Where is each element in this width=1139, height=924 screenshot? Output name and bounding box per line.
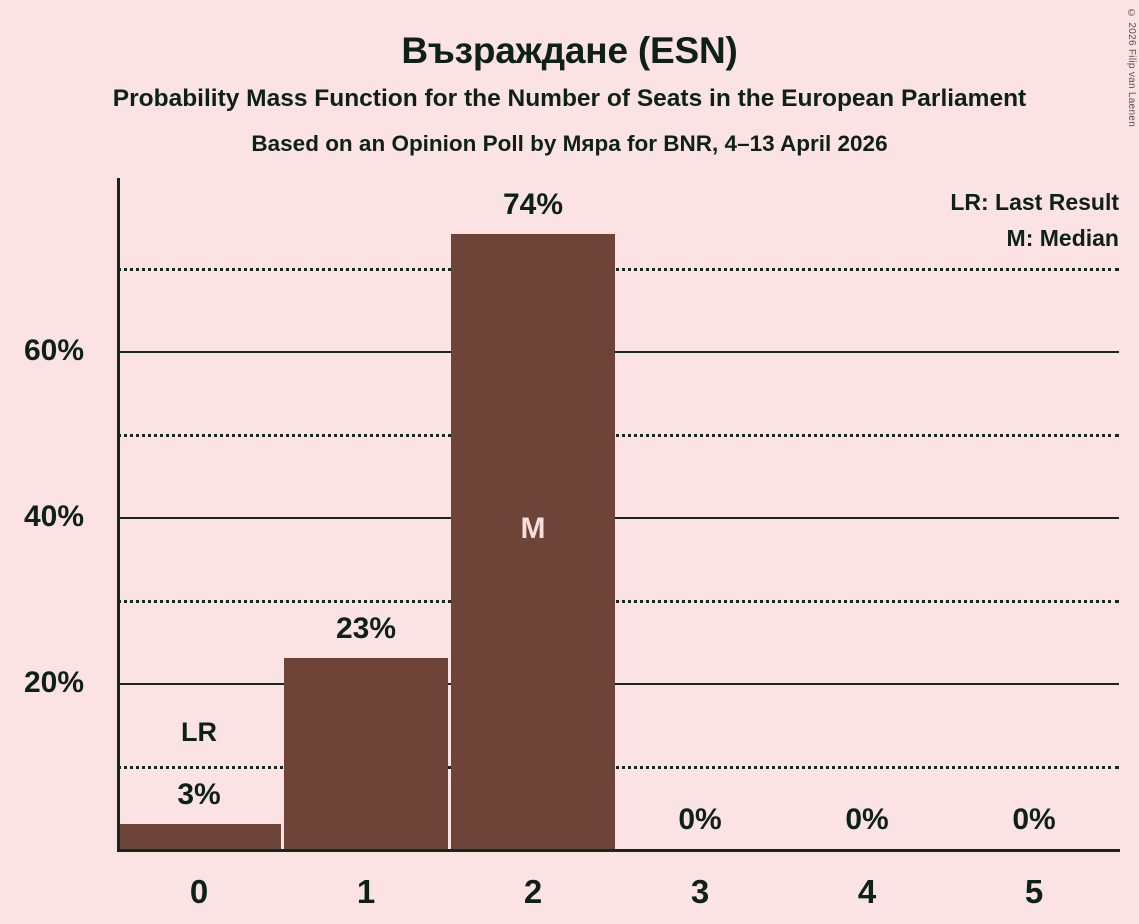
x-axis-tick-label-5: 5 [1024,873,1044,910]
x-axis-tick-label-3: 3 [690,873,710,910]
y-axis-tick-label-20: 20% [23,665,84,699]
gridline-minor-70 [117,267,1119,271]
bar-value-label-1: 23% [335,611,397,645]
copyright-notice: © 2026 Filip van Laenen [1126,8,1137,128]
gridline-minor-30 [117,599,1119,603]
median-marker: M [520,512,546,546]
bar-value-label-2: 74% [502,188,564,222]
bar-value-label-4: 0% [845,803,889,836]
chart-source-line: Based on an Opinion Poll by Мяра for BNR… [251,131,888,156]
bar-seats-1[interactable] [284,658,448,849]
bar-value-label-5: 0% [1012,803,1056,836]
gridline-minor-50 [117,433,1119,437]
y-axis-tick-label-60: 60% [23,333,84,367]
legend-item-last-result: LR: Last Result [950,189,1119,215]
legend-item-median: M: Median [1006,225,1119,251]
chart-header: Възраждане (ESN) Probability Mass Functi… [0,0,1139,159]
gridline-minor-10 [117,765,1119,769]
bar-value-label-0: 3% [177,778,221,812]
bar-value-label-3: 0% [678,803,722,836]
gridline-major-40 [117,516,1119,519]
y-axis-tick-label-40: 40% [23,499,84,533]
x-axis-tick-label-1: 1 [356,873,376,910]
plot-area [117,178,1119,849]
last-result-marker: LR [181,717,217,748]
chart-legend: LR: Last Result M: Median [950,184,1119,256]
x-axis-tick-label-4: 4 [857,873,877,910]
gridline-major-60 [117,350,1119,353]
y-axis-line [117,178,120,851]
bar-seats-0[interactable] [117,824,281,849]
bar-seats-2[interactable] [451,234,615,849]
x-axis-tick-label-0: 0 [189,873,209,910]
gridline-major-20 [117,682,1119,685]
page-title: Възраждане (ESN) [401,30,738,71]
chart-subtitle: Probability Mass Function for the Number… [112,85,1027,112]
x-axis-line [117,849,1120,852]
x-axis-tick-label-2: 2 [523,873,543,910]
